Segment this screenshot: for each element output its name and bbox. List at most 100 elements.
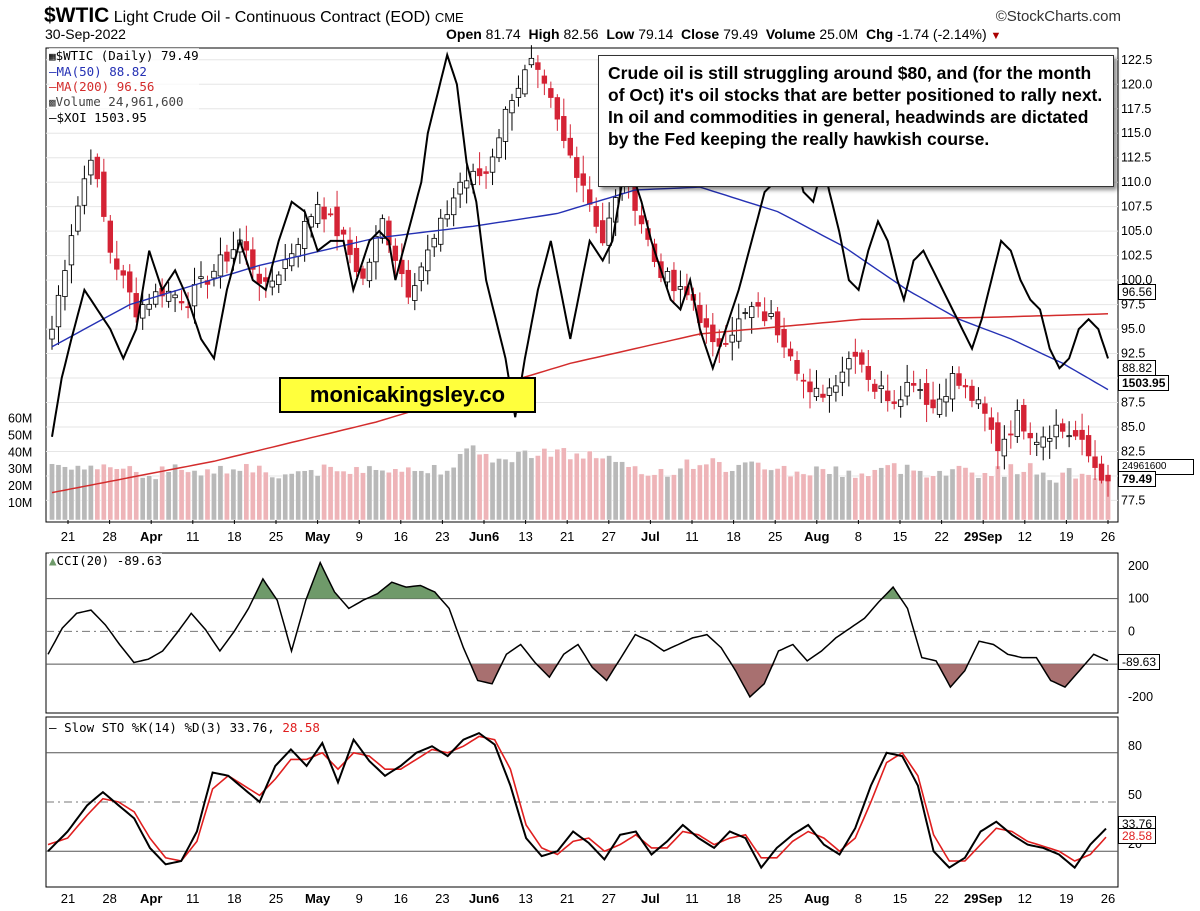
candle-body xyxy=(418,266,424,282)
candle-body xyxy=(677,286,684,290)
volume-bar xyxy=(541,448,548,521)
date-label: Aug xyxy=(804,891,829,906)
volume-bar xyxy=(463,447,470,521)
candle-body xyxy=(794,360,800,374)
volume-bar xyxy=(450,467,457,521)
volume-bar xyxy=(398,471,405,521)
date-label: 11 xyxy=(685,529,699,544)
candle-body xyxy=(574,157,580,178)
cci-negative-fill xyxy=(48,664,1108,697)
candle-body xyxy=(476,168,483,177)
candle-body xyxy=(567,137,573,156)
price-tick-label: 100.0 xyxy=(1121,273,1152,287)
volume-bar xyxy=(515,451,522,521)
candle-body xyxy=(515,87,522,98)
candle-body xyxy=(327,213,334,216)
volume-bar xyxy=(457,453,463,521)
volume-bar xyxy=(910,470,917,521)
candle-body xyxy=(139,304,146,319)
candle-body xyxy=(457,181,463,195)
date-label: 25 xyxy=(768,891,782,906)
candle-body xyxy=(910,383,917,386)
candle-body xyxy=(360,268,366,279)
sto-tick-label: 80 xyxy=(1128,739,1142,753)
price-tick-label: 82.5 xyxy=(1121,444,1145,458)
date-label: Jun6 xyxy=(469,529,499,544)
volume-bar xyxy=(159,465,165,521)
volume-bar xyxy=(599,457,606,521)
candle-body xyxy=(982,403,988,414)
volume-bar xyxy=(878,467,885,521)
date-label: 23 xyxy=(435,529,449,544)
volume-bar xyxy=(1098,478,1105,521)
candle-body xyxy=(366,261,373,282)
candle-body xyxy=(392,245,399,261)
volume-bar xyxy=(120,468,127,521)
date-axis: 21 28 Apr 11 18 25 May 9 16 23 Jun6 13 21 27 Jul 11 18 25… xyxy=(61,520,1115,544)
candle-body xyxy=(412,285,418,301)
date-label: 18 xyxy=(726,529,740,544)
date-label: 18 xyxy=(726,891,740,906)
sto-legend: — Slow STO %K(14) %D(3) 33.76, 28.58 xyxy=(49,720,320,735)
date-label: 8 xyxy=(855,529,862,544)
candle-body xyxy=(872,383,878,392)
volume-bar xyxy=(671,474,677,521)
candle-body xyxy=(340,229,347,235)
candle-body xyxy=(1066,435,1072,438)
volume-bar xyxy=(75,465,81,521)
candle-body xyxy=(243,241,250,251)
xoi-line xyxy=(51,51,1109,437)
cci-tick-label: 100 xyxy=(1128,592,1149,606)
volume-bar xyxy=(81,468,88,521)
candle-body xyxy=(548,88,554,98)
date-label: 11 xyxy=(186,891,200,906)
volume-bar xyxy=(1092,477,1098,521)
price-tick-label: 107.5 xyxy=(1121,200,1152,214)
candle-body xyxy=(217,254,224,277)
date-label: 25 xyxy=(269,891,283,906)
volume-bar xyxy=(787,475,794,521)
date-label: 11 xyxy=(685,891,699,906)
volume-bar xyxy=(1059,472,1066,521)
volume-bar xyxy=(379,470,386,521)
ma200-line xyxy=(51,313,1109,494)
candle-body xyxy=(703,318,710,328)
volume-bar xyxy=(690,468,697,521)
candle-body xyxy=(509,100,515,114)
volume-bar xyxy=(262,471,269,521)
volume-tick-label: 10M xyxy=(8,496,32,510)
candle-body xyxy=(444,214,450,220)
candle-body xyxy=(1079,429,1085,440)
volume-bar xyxy=(366,465,373,521)
sto-d-line xyxy=(47,735,1107,862)
legend-volume: ▩Volume 24,961,600 xyxy=(49,94,184,109)
candle-body xyxy=(178,301,185,304)
candle-body xyxy=(94,156,101,180)
volume-bar xyxy=(975,477,982,521)
date-label: 11 xyxy=(186,529,200,544)
candle-body xyxy=(250,249,256,270)
candle-body xyxy=(995,422,1001,452)
volume-bar xyxy=(165,471,172,521)
volume-bar xyxy=(437,474,444,521)
date-label: 19 xyxy=(1059,891,1073,906)
volume-bar xyxy=(761,468,768,521)
chart-title: Light Crude Oil - Continuous Contract (E… xyxy=(113,9,431,26)
candle-body xyxy=(321,206,327,220)
candle-body xyxy=(885,390,891,402)
date-axis-bottom: 21 28 Apr 11 18 25 May 9 16 23 Jun6 13 21 27 Jul 11 18 25… xyxy=(61,891,1115,906)
volume-bar xyxy=(185,471,191,521)
candle-body xyxy=(1053,424,1059,438)
date-label: 12 xyxy=(1018,891,1032,906)
volume-bar xyxy=(930,475,936,521)
candle-body xyxy=(81,178,88,206)
volume-bar xyxy=(554,448,561,521)
candle-body xyxy=(729,334,735,343)
candle-body xyxy=(62,270,68,297)
candle-body xyxy=(755,302,761,307)
sto-d-last-tag: 28.58 xyxy=(1118,828,1157,844)
candle-body xyxy=(256,273,263,284)
date-label: 27 xyxy=(602,891,616,906)
candle-body xyxy=(1008,433,1014,436)
candle-body xyxy=(554,97,561,120)
